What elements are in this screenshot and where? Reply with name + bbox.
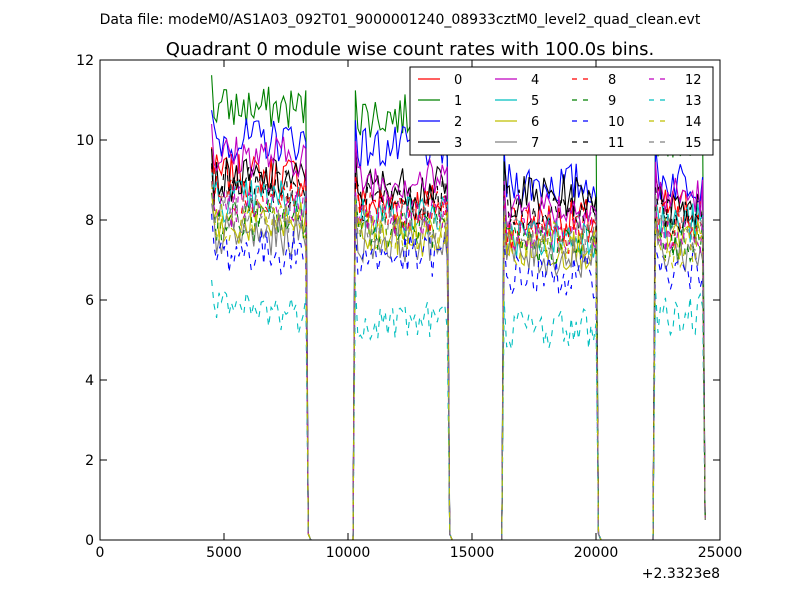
x-tick-label: 20000 bbox=[574, 545, 619, 561]
x-tick-label: 25000 bbox=[698, 545, 743, 561]
legend-label-15: 15 bbox=[685, 136, 702, 151]
y-tick-label: 2 bbox=[85, 453, 94, 469]
suptitle: Data file: modeM0/AS1A03_092T01_90000012… bbox=[100, 12, 701, 28]
legend-label-12: 12 bbox=[685, 73, 702, 88]
legend-label-5: 5 bbox=[531, 94, 539, 109]
x-tick-label: 0 bbox=[96, 545, 105, 561]
x-offset-label: +2.3323e8 bbox=[642, 566, 720, 582]
y-tick-label: 6 bbox=[85, 293, 94, 309]
legend-label-11: 11 bbox=[608, 136, 625, 151]
legend-label-0: 0 bbox=[454, 73, 462, 88]
series-line-14 bbox=[211, 183, 706, 541]
y-tick-label: 0 bbox=[85, 533, 94, 549]
series-layer bbox=[211, 75, 706, 541]
legend-label-10: 10 bbox=[608, 115, 625, 130]
x-tick-label: 5000 bbox=[206, 545, 242, 561]
legend-label-9: 9 bbox=[608, 94, 616, 109]
legend-label-4: 4 bbox=[531, 73, 539, 88]
x-axis: 0 5000 10000 15000 20000 25000 bbox=[96, 60, 743, 561]
legend-label-3: 3 bbox=[454, 136, 462, 151]
legend-box bbox=[409, 66, 714, 156]
y-tick-label: 12 bbox=[76, 53, 94, 69]
series-line-10 bbox=[211, 213, 706, 541]
x-tick-label: 15000 bbox=[450, 545, 495, 561]
legend-label-2: 2 bbox=[454, 115, 462, 130]
series-line-13 bbox=[211, 279, 706, 541]
series-line-15 bbox=[211, 180, 706, 541]
legend-label-7: 7 bbox=[531, 136, 539, 151]
y-tick-label: 4 bbox=[85, 373, 94, 389]
legend-label-13: 13 bbox=[685, 94, 702, 109]
y-tick-label: 8 bbox=[85, 213, 94, 229]
chart-title: Quadrant 0 module wise count rates with … bbox=[166, 39, 655, 60]
series-line-12 bbox=[211, 181, 706, 541]
legend-label-14: 14 bbox=[685, 115, 702, 130]
x-tick-label: 10000 bbox=[326, 545, 371, 561]
y-tick-label: 10 bbox=[76, 133, 94, 149]
legend-label-6: 6 bbox=[531, 115, 539, 130]
legend-label-1: 1 bbox=[454, 94, 462, 109]
legend-label-8: 8 bbox=[608, 73, 616, 88]
series-line-4 bbox=[211, 123, 706, 541]
